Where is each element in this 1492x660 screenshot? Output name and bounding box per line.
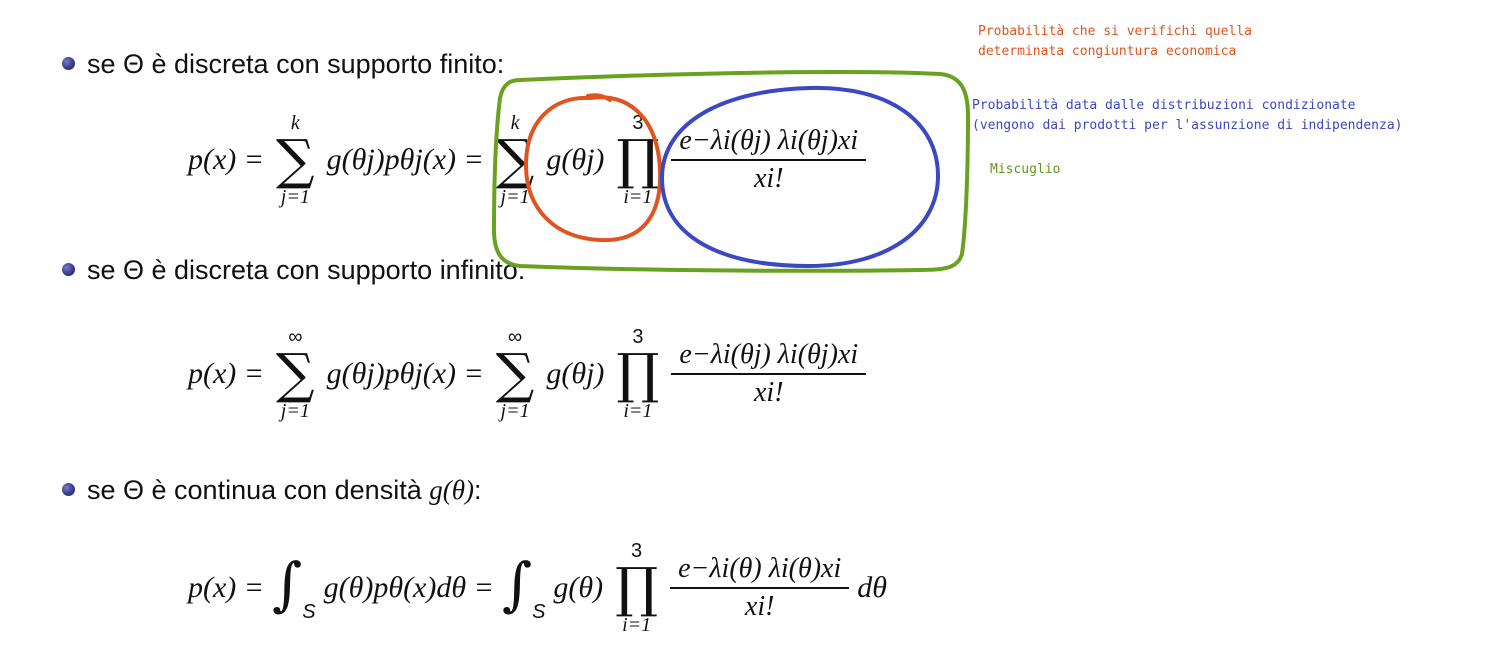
annotation-green-text: Miscuglio: [990, 162, 1061, 177]
orange-circle-stroke: [523, 93, 663, 243]
bullet-infinite: se Θ è discreta con supporto infinito:: [62, 254, 525, 286]
bullet-continuous-text: se Θ è continua con densità: [87, 475, 430, 505]
sum-operator: k ∑ j=1: [276, 112, 315, 208]
formula-finite-lhs: p(x) =: [188, 143, 265, 176]
bullet-finite: se Θ è discreta con supporto finito:: [62, 48, 504, 80]
blue-ellipse-stroke: [659, 85, 941, 269]
annotation-blue: Probabilità data dalle distribuzioni con…: [972, 96, 1402, 136]
fraction-numerator: e−λi(θj) λi(θj)xi: [679, 339, 859, 370]
bullet-continuous-suffix: :: [473, 475, 482, 505]
fraction-numerator: e−λi(θj) λi(θj)xi: [679, 125, 859, 156]
fraction: e−λi(θj) λi(θj)xi xi!: [671, 339, 867, 407]
product-upper-limit: 3: [632, 326, 644, 348]
formula-continuous-tail: dθ: [857, 571, 888, 604]
integral-subscript: S: [302, 600, 316, 623]
fraction-denominator: xi!: [671, 159, 867, 193]
bullet-finite-text: se Θ è discreta con supporto finito:: [87, 49, 505, 79]
sum-operator: ∞ ∑ j=1: [495, 326, 535, 422]
product-lower-limit: i=1: [623, 400, 653, 422]
product-lower-limit: i=1: [622, 614, 652, 636]
bullet-continuous: se Θ è continua con densità g(θ):: [62, 474, 482, 506]
integral-operator: ∫S: [272, 549, 316, 623]
sum-upper-limit: k: [290, 112, 300, 134]
formula-infinite: p(x) = ∞ ∑ j=1 g(θj)pθj(x) = ∞ ∑ j=1 g(θ…: [188, 326, 867, 422]
product-upper-limit: 3: [632, 112, 644, 134]
green-box-stroke: [491, 70, 971, 273]
sum-lower-limit: j=1: [500, 400, 530, 422]
product-upper-limit: 3: [631, 540, 643, 562]
fraction-denominator: xi!: [671, 373, 867, 407]
fraction-denominator: xi!: [670, 587, 850, 621]
sum-upper-limit: ∞: [288, 326, 303, 348]
bullet-continuous-math: g(θ): [429, 475, 474, 505]
sum-lower-limit: j=1: [280, 186, 310, 208]
fraction: e−λi(θ) λi(θ)xi xi!: [670, 553, 850, 621]
sum-lower-limit: j=1: [280, 400, 310, 422]
annotation-orange-line2: determinata congiuntura economica: [978, 44, 1237, 59]
annotation-blue-line2: (vengono dai prodotti per l'assunzione d…: [972, 118, 1403, 133]
formula-finite: p(x) = k ∑ j=1 g(θj)pθj(x) = k ∑ j=1 g(θ…: [188, 112, 867, 208]
fraction-numerator: e−λi(θ) λi(θ)xi: [678, 553, 842, 584]
formula-infinite-term1: g(θj)pθj(x) =: [326, 357, 484, 390]
bullet-dot-icon: [62, 483, 75, 497]
formula-finite-term2: g(θj): [546, 143, 605, 176]
formula-continuous-term2: g(θ): [553, 571, 604, 604]
bullet-infinite-text: se Θ è discreta con supporto infinito:: [87, 255, 526, 285]
bullet-dot-icon: [62, 263, 75, 277]
formula-continuous-lhs: p(x) =: [188, 571, 265, 604]
formula-infinite-term2: g(θj): [546, 357, 605, 390]
formula-continuous: p(x) = ∫S g(θ)pθ(x)dθ = ∫S g(θ) 3 ∏ i=1 …: [188, 540, 887, 636]
annotation-orange: Probabilità che si verifichi quella dete…: [978, 22, 1252, 62]
product-operator: 3 ∏ i=1: [616, 112, 660, 208]
formula-continuous-term1: g(θ)pθ(x)dθ =: [323, 571, 494, 604]
product-operator: 3 ∏ i=1: [616, 326, 660, 422]
annotation-orange-line1: Probabilità che si verifichi quella: [978, 24, 1252, 39]
integral-operator: ∫S: [501, 549, 546, 623]
sum-operator: ∞ ∑ j=1: [276, 326, 315, 422]
formula-finite-term1: g(θj)pθj(x) =: [326, 143, 484, 176]
annotation-green: Miscuglio: [990, 160, 1060, 180]
bullet-dot-icon: [62, 57, 75, 71]
sum-lower-limit: j=1: [500, 186, 530, 208]
sum-upper-limit: k: [510, 112, 520, 134]
integral-subscript: S: [532, 600, 546, 623]
product-operator: 3 ∏ i=1: [615, 540, 659, 636]
annotation-blue-line1: Probabilità data dalle distribuzioni con…: [972, 98, 1356, 113]
fraction: e−λi(θj) λi(θj)xi xi!: [671, 125, 867, 193]
formula-infinite-lhs: p(x) =: [188, 357, 265, 390]
product-lower-limit: i=1: [623, 186, 653, 208]
sum-upper-limit: ∞: [507, 326, 523, 348]
